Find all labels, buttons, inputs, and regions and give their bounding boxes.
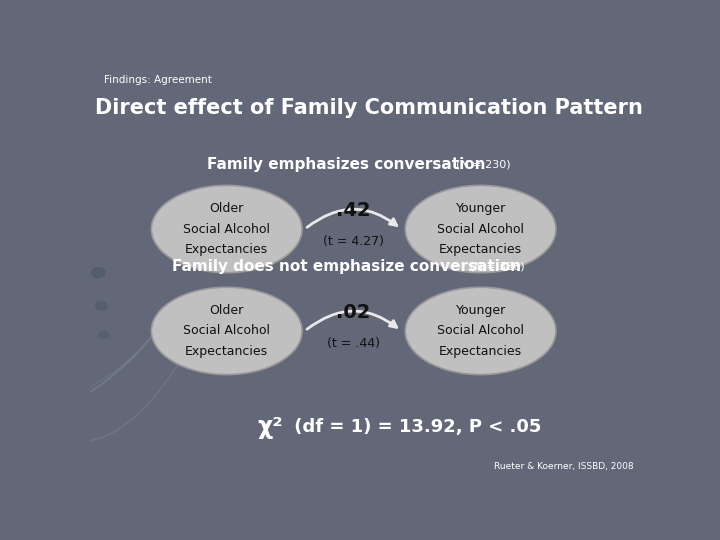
- Text: .42: .42: [336, 201, 371, 220]
- Circle shape: [91, 268, 105, 278]
- Text: (t = 4.27): (t = 4.27): [323, 235, 384, 248]
- Text: Social Alcohol: Social Alcohol: [437, 222, 524, 235]
- Circle shape: [96, 302, 107, 310]
- Text: Direct effect of Family Communication Pattern: Direct effect of Family Communication Pa…: [95, 98, 643, 118]
- Text: (N = 230): (N = 230): [456, 160, 510, 170]
- Text: Expectancies: Expectancies: [439, 244, 522, 256]
- Text: (t = .44): (t = .44): [327, 337, 380, 350]
- Text: χ²: χ²: [258, 415, 283, 438]
- Ellipse shape: [151, 287, 302, 375]
- Text: Social Alcohol: Social Alcohol: [183, 222, 270, 235]
- FancyArrowPatch shape: [307, 209, 397, 227]
- Text: Younger: Younger: [456, 303, 505, 316]
- Text: .02: .02: [336, 303, 371, 322]
- Text: Rueter & Koerner, ISSBD, 2008: Rueter & Koerner, ISSBD, 2008: [495, 462, 634, 471]
- Text: (df = 1) = 13.92, P < .05: (df = 1) = 13.92, P < .05: [288, 417, 541, 436]
- Text: Younger: Younger: [456, 202, 505, 215]
- Text: Older: Older: [210, 303, 244, 316]
- FancyArrowPatch shape: [307, 311, 397, 329]
- Text: Social Alcohol: Social Alcohol: [183, 325, 270, 338]
- Text: Older: Older: [210, 202, 244, 215]
- Circle shape: [99, 332, 109, 339]
- Text: Expectancies: Expectancies: [439, 345, 522, 358]
- Text: Family does not emphasize conversation: Family does not emphasize conversation: [172, 259, 521, 274]
- Text: Expectancies: Expectancies: [185, 345, 269, 358]
- Ellipse shape: [405, 185, 556, 273]
- Text: Social Alcohol: Social Alcohol: [437, 325, 524, 338]
- Ellipse shape: [405, 287, 556, 375]
- Ellipse shape: [151, 185, 302, 273]
- Text: Findings: Agreement: Findings: Agreement: [104, 75, 212, 85]
- Text: (N = 386): (N = 386): [470, 261, 525, 272]
- Text: Expectancies: Expectancies: [185, 244, 269, 256]
- Text: Family emphasizes conversation: Family emphasizes conversation: [207, 157, 486, 172]
